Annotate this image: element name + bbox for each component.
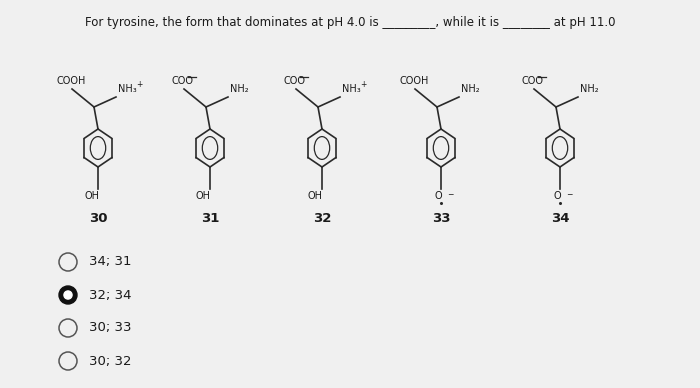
Text: COOH: COOH xyxy=(56,76,85,86)
Text: 30; 33: 30; 33 xyxy=(89,322,132,334)
Text: 33: 33 xyxy=(432,212,450,225)
Text: 32; 34: 32; 34 xyxy=(89,289,132,301)
Text: NH₂: NH₂ xyxy=(580,84,598,94)
Text: OH: OH xyxy=(84,191,99,201)
Text: −: − xyxy=(566,190,573,199)
Text: 34: 34 xyxy=(551,212,569,225)
Text: COO: COO xyxy=(172,76,194,86)
Text: O: O xyxy=(434,191,442,201)
Circle shape xyxy=(59,286,77,304)
Text: NH₃: NH₃ xyxy=(342,84,360,94)
Text: 30: 30 xyxy=(89,212,107,225)
Text: COOH: COOH xyxy=(399,76,428,86)
Circle shape xyxy=(64,291,72,299)
Text: +: + xyxy=(360,80,366,89)
Text: COO: COO xyxy=(284,76,306,86)
Text: 32: 32 xyxy=(313,212,331,225)
Text: O: O xyxy=(553,191,561,201)
Text: COO: COO xyxy=(522,76,544,86)
Text: 34; 31: 34; 31 xyxy=(89,256,132,268)
Text: NH₂: NH₂ xyxy=(461,84,480,94)
Text: OH: OH xyxy=(308,191,323,201)
Text: 31: 31 xyxy=(201,212,219,225)
Text: OH: OH xyxy=(196,191,211,201)
Text: −: − xyxy=(447,190,454,199)
Text: For tyrosine, the form that dominates at pH 4.0 is _________, while it is ______: For tyrosine, the form that dominates at… xyxy=(85,16,615,29)
Text: +: + xyxy=(136,80,142,89)
Text: NH₂: NH₂ xyxy=(230,84,248,94)
Text: 30; 32: 30; 32 xyxy=(89,355,132,367)
Text: NH₃: NH₃ xyxy=(118,84,136,94)
